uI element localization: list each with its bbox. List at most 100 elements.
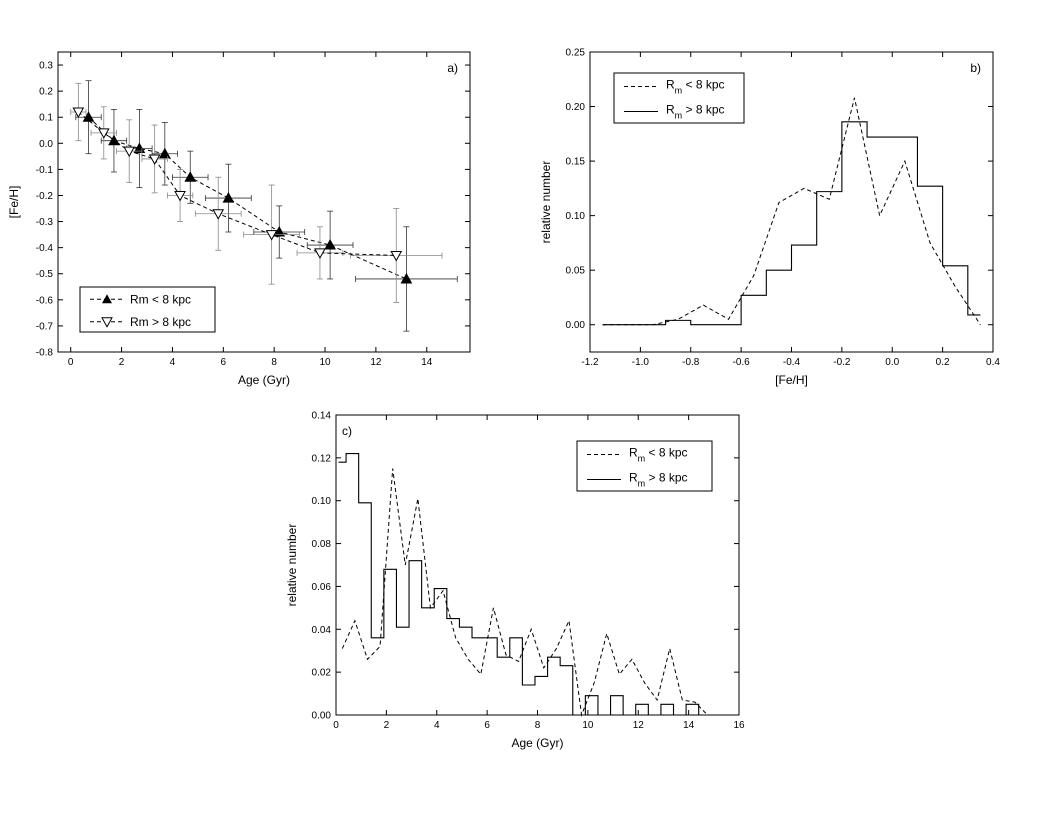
x-tick-label: 8 [271,357,277,368]
y-tick-label: 0.12 [312,453,332,464]
data-point [72,107,85,119]
legend-label: Rm > 8 kpc [629,471,688,489]
x-tick-label: -1.0 [632,357,650,368]
x-tick-label: 14 [421,357,433,368]
x-tick-label: 12 [370,357,382,368]
x-axis-label: Age (Gyr) [511,736,563,750]
data-point [148,154,161,165]
panel-label: b) [970,61,981,75]
x-tick-label: -0.2 [833,357,851,368]
legend-item: Rm < 8 kpc [587,446,688,464]
plot-frame [57,51,471,353]
y-tick-label: 0.00 [566,320,586,331]
x-tick-label: 2 [119,357,125,368]
legend-box [613,72,745,124]
series-rm-lt-8-dashed [341,468,708,717]
data-point [222,192,235,203]
y-tick-label: -0.6 [36,295,54,306]
legend-label-sub: m [638,479,646,489]
series-rm-lt-8 [75,80,458,332]
y-tick-label: 0.20 [566,102,586,113]
series-line [602,97,981,326]
legend-item: Rm > 8 kpc [624,103,725,121]
y-tick-label: 0.02 [312,668,332,679]
legend: Rm < 8 kpc Rm > 8 kpc [613,72,745,124]
y-axis-label: [Fe/H] [7,186,21,219]
x-tick-label: 6 [484,720,490,731]
x-tick-label: 8 [535,720,541,731]
y-tick-label: 0.3 [39,61,53,72]
x-tick-label: 0.4 [986,357,1000,368]
x-tick-label: 10 [582,720,594,731]
x-tick-label: 4 [170,357,176,368]
y-tick-label: -0.2 [36,191,54,202]
x-tick-label: 0.2 [936,357,950,368]
panel-a: 0 2 4 6 8 10 12 14 0.3 0.2 0.1 0.0 -0.1 -0.2 -0.3 -0.4 -… [7,51,471,387]
y-tick-label: -0.5 [36,269,54,280]
x-tick-label: 2 [384,720,390,731]
series-line [341,468,708,717]
x-tick-label: 16 [733,720,745,731]
x-tick-label: 6 [221,357,227,368]
y-tick-label: 0.1 [39,113,53,124]
y-tick-label: 0.05 [566,266,586,277]
y-tick-label: -0.1 [36,165,54,176]
panel-label: c) [342,424,352,438]
data-point [174,190,186,202]
legend-label-rest: < 8 kpc [682,78,724,92]
y-tick-label: -0.8 [36,348,54,359]
legend-label-sub: m [675,86,683,96]
legend-item: Rm < 8 kpc [90,292,191,306]
legend-label-r: R [666,103,675,117]
legend-box [79,286,216,333]
legend-label-r: R [629,446,638,460]
y-tick-label: 0.04 [312,625,332,636]
x-tick-label: 12 [633,720,645,731]
y-tick-label: 0.14 [312,411,332,422]
y-tick-label: 0.0 [39,139,53,150]
x-axis-label: [Fe/H] [775,373,808,387]
data-point [265,230,278,241]
panel-c: 0 2 4 6 8 10 12 14 16 0.00 0.02 0.04 0.06 0.08 0.10 0.1… [285,411,745,751]
data-point [390,250,403,262]
y-tick-label: -0.7 [36,321,54,332]
series-rm-lt-8-dashed [602,97,981,326]
y-tick-label: 0.00 [312,711,332,722]
data-point [97,128,110,139]
legend: Rm < 8 kpc Rm > 8 kpc [79,286,216,333]
panel-label: a) [447,61,458,75]
legend-label-r: R [629,471,638,485]
series-rm-gt-8 [70,82,443,303]
legend-item: Rm > 8 kpc [90,315,191,329]
legend-marker [101,317,113,328]
x-tick-label: 10 [319,357,331,368]
y-tick-label: -0.4 [36,243,54,254]
y-tick-label: 0.15 [566,157,586,168]
x-tick-label: -0.6 [733,357,751,368]
x-tick-label: 0 [333,720,339,731]
data-point [158,147,171,159]
legend-marker [102,294,112,304]
legend-label: Rm > 8 kpc [130,315,191,329]
data-point [184,171,197,182]
data-point [400,272,413,284]
y-axis-label: relative number [539,161,553,244]
x-tick-label: 4 [434,720,440,731]
series-rm-gt-8-histogram [602,121,981,326]
y-tick-label: 0.10 [312,496,332,507]
x-tick-label: -0.4 [783,357,801,368]
x-tick-label: 0 [68,357,74,368]
legend-label: Rm > 8 kpc [666,103,725,121]
y-tick-label: -0.3 [36,217,54,228]
x-tick-label: -1.2 [581,357,599,368]
data-point [123,146,136,158]
x-tick-label: 0.0 [885,357,899,368]
x-tick-label: -0.8 [682,357,700,368]
histogram-steps [338,453,712,716]
legend-item: Rm < 8 kpc [624,78,725,96]
legend-item: Rm > 8 kpc [587,471,688,489]
data-point [314,248,326,259]
series-line [78,111,397,256]
data-point [82,111,95,122]
y-tick-label: 0.2 [39,87,53,98]
